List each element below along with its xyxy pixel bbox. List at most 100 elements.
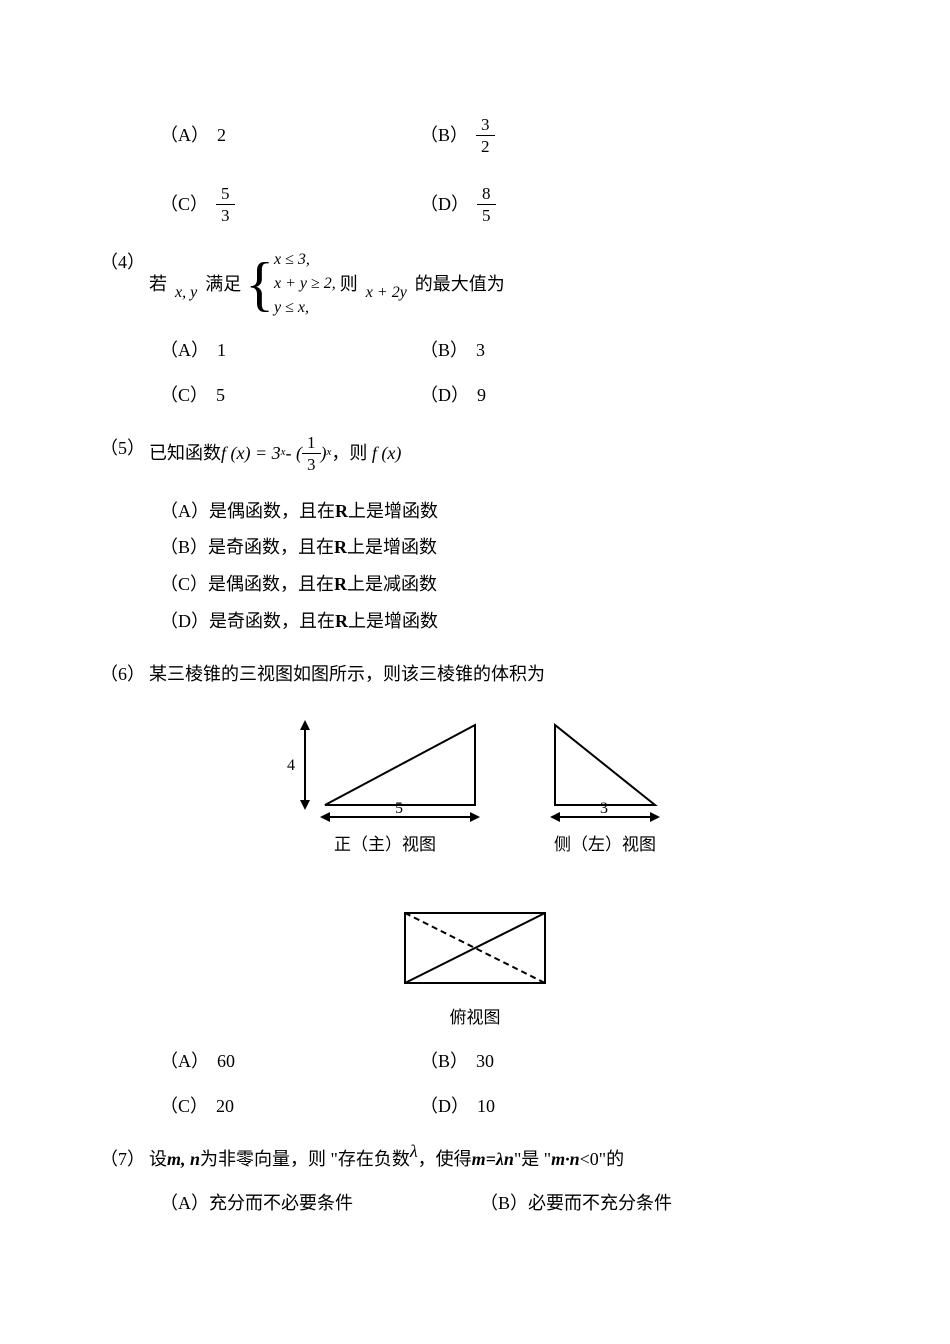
optA-label: （A） [160, 1047, 209, 1076]
optB-den: 2 [476, 136, 495, 155]
optA-label: （A） [160, 336, 209, 365]
optA-val: 60 [217, 1047, 235, 1076]
brace-icon: { [245, 254, 274, 314]
q5-post: ，则 [331, 439, 367, 468]
optA-val: 1 [217, 336, 226, 365]
q5-optB: （B）是奇函数，且在R上是增函数 [160, 533, 850, 562]
optA-val: 2 [217, 121, 226, 150]
optB-label: （B） [420, 121, 468, 150]
q7-optA: （A）充分而不必要条件 [160, 1189, 480, 1218]
optD-label: （D） [420, 381, 469, 410]
optC-label: （C） [160, 190, 208, 219]
front-view-group: 4 5 正（主）视图 [275, 705, 495, 858]
q6-num: （6） [100, 660, 145, 689]
q3-optA: （A） 2 [160, 116, 420, 155]
q5-options: （A）是偶函数，且在R上是增函数 （B）是奇函数，且在R上是增函数 （C）是偶函… [160, 497, 850, 636]
q5-minus: - ( [286, 439, 303, 468]
optD-val: 10 [477, 1092, 495, 1121]
q4-expr: x + 2y [366, 280, 407, 306]
optA-label: （A） [160, 121, 209, 150]
q7-text: 设 m, n 为非零向量，则 "存在负数 λ ，使得 m=λn "是 " m·n… [149, 1145, 624, 1174]
optC-val: 20 [216, 1092, 234, 1121]
optB-tail: 上是增函数 [347, 537, 437, 557]
q5-frac-num: 1 [302, 434, 321, 454]
q4-row2: （C） 5 （D） 9 [100, 381, 850, 410]
top-view-caption: 俯视图 [450, 1004, 501, 1031]
q7-row1: （A）充分而不必要条件 （B）必要而不充分条件 [100, 1189, 850, 1218]
q4-expr-block: x + 2y [366, 262, 407, 306]
q3-optD: （D） 8 5 [420, 185, 680, 224]
q5-frac-den: 3 [302, 454, 321, 473]
optB-frac: 3 2 [476, 116, 495, 155]
R-symbol: R [335, 501, 348, 521]
optB-num: 3 [476, 116, 495, 136]
q3-optB: （B） 3 2 [420, 116, 680, 155]
q7-mid1: 为非零向量，则 "存在负数 [200, 1145, 410, 1174]
optA-text: （A）充分而不必要条件 [160, 1189, 353, 1218]
optC-tail: 上是减函数 [347, 574, 437, 594]
q4-row1: （A） 1 （B）3 [100, 336, 850, 365]
q7-dot: m·n [551, 1145, 580, 1174]
q7-pre: 设 [149, 1145, 167, 1174]
q7-mid4: <0"的 [580, 1145, 625, 1174]
q4-line1: x ≤ 3, [274, 248, 336, 272]
q3-row2: （C） 5 3 （D） 8 5 [100, 185, 850, 224]
dim-w1: 5 [395, 800, 403, 817]
q4-var-block: x, y [175, 262, 197, 306]
q4-mid: 满足 [205, 270, 241, 299]
q4-text: 若 x, y 满足 { x ≤ 3, x + y ≥ 2, y ≤ x, 则 x… [149, 248, 505, 320]
q5-frac: 1 3 [302, 434, 321, 473]
q4-optD: （D） 9 [420, 381, 680, 410]
optB-label: （B） [420, 1047, 468, 1076]
optC-den: 3 [216, 205, 235, 224]
q4-pre: 若 [149, 270, 167, 299]
q5: （5） 已知函数 f (x) = 3x - ( 1 3 )x ，则 f (x) [100, 434, 850, 473]
side-view-caption: 侧（左）视图 [554, 831, 656, 858]
optD-val: 9 [477, 381, 486, 410]
q4-lines: x ≤ 3, x + y ≥ 2, y ≤ x, [274, 248, 336, 320]
optB-val: 30 [476, 1047, 494, 1076]
optD-den: 5 [477, 205, 496, 224]
front-view-svg: 4 5 [275, 705, 495, 825]
optC-text: （C）是偶函数，且在 [160, 574, 334, 594]
q7-mn: m, n [167, 1145, 200, 1174]
q4-post1: 则 [340, 270, 358, 299]
q4: （4） 若 x, y 满足 { x ≤ 3, x + y ≥ 2, y ≤ x,… [100, 248, 850, 320]
optD-frac: 8 5 [477, 185, 496, 224]
optC-label: （C） [160, 381, 208, 410]
q5-fx: f (x) = 3 [221, 439, 281, 468]
q4-num: （4） [100, 248, 145, 277]
q6-optB: （B） 30 [420, 1047, 680, 1076]
q4-optC: （C） 5 [160, 381, 420, 410]
q4-line3: y ≤ x, [274, 296, 336, 320]
q7: （7） 设 m, n 为非零向量，则 "存在负数 λ ，使得 m=λn "是 "… [100, 1145, 850, 1174]
R-symbol: R [334, 574, 347, 594]
q6-optC: （C）20 [160, 1092, 420, 1121]
R-symbol: R [334, 537, 347, 557]
optA-tail: 上是增函数 [348, 501, 438, 521]
q7-mid3: "是 " [514, 1145, 551, 1174]
side-view-svg: 3 [535, 705, 675, 825]
q5-text: 已知函数 f (x) = 3x - ( 1 3 )x ，则 f (x) [149, 434, 401, 473]
q4-system: { x ≤ 3, x + y ≥ 2, y ≤ x, [245, 248, 336, 320]
optD-label: （D） [420, 190, 469, 219]
side-view-group: 3 侧（左）视图 [535, 705, 675, 858]
dim-w2: 3 [600, 800, 608, 817]
optD-tail: 上是增函数 [348, 611, 438, 631]
q5-optC: （C）是偶函数，且在R上是减函数 [160, 570, 850, 599]
q6-row2: （C）20 （D）10 [100, 1092, 850, 1121]
optC-frac: 5 3 [216, 185, 235, 224]
top-view-svg [385, 898, 565, 998]
optA-text: （A）是偶函数，且在 [160, 501, 335, 521]
optC-num: 5 [216, 185, 235, 205]
q4-optB: （B）3 [420, 336, 680, 365]
q4-post2: 的最大值为 [415, 270, 505, 299]
optC-val: 5 [216, 381, 225, 410]
q4-optA: （A） 1 [160, 336, 420, 365]
optB-text: （B）必要而不充分条件 [480, 1189, 672, 1218]
q5-optA: （A）是偶函数，且在R上是增函数 [160, 497, 850, 526]
q6-optA: （A） 60 [160, 1047, 420, 1076]
q6-optD: （D）10 [420, 1092, 680, 1121]
dim-h: 4 [287, 757, 295, 774]
R-symbol: R [335, 611, 348, 631]
